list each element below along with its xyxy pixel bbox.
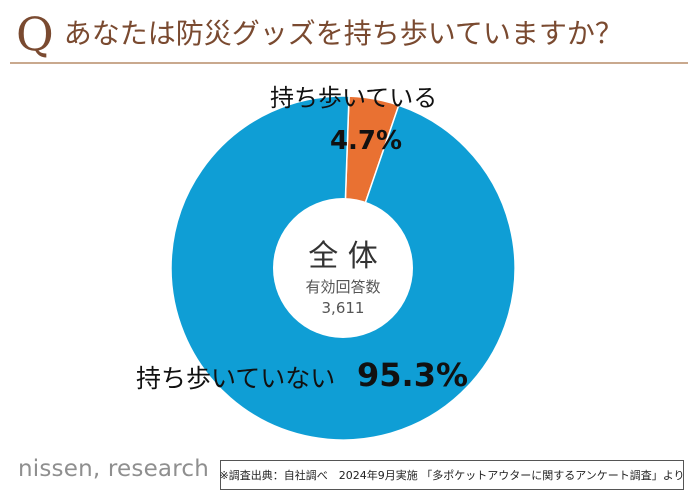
- center-subtitle: 有効回答数: [305, 278, 380, 296]
- center-title: 全 体: [308, 239, 378, 274]
- brand-logo: nissen, research: [18, 456, 209, 482]
- center-count: 3,611: [322, 299, 365, 317]
- question-heading: Q あなたは防災グッズを持ち歩いていますか？: [16, 8, 623, 60]
- source-note: ※調査出典：自社調べ 2024年9月実施 「多ポケットアウターに関するアンケート…: [219, 460, 685, 490]
- slice-value-not-carrying: 95.3%: [357, 356, 468, 394]
- title-underline: [10, 62, 688, 64]
- question-text: あなたは防災グッズを持ち歩いていますか？: [63, 17, 623, 50]
- donut-center: [273, 198, 413, 338]
- slice-label-carrying: 持ち歩いている: [270, 84, 437, 112]
- slice-value-carrying: 4.7%: [330, 126, 402, 156]
- slice-label-not-carrying: 持ち歩いていない: [136, 364, 335, 393]
- q-mark: Q: [16, 7, 54, 61]
